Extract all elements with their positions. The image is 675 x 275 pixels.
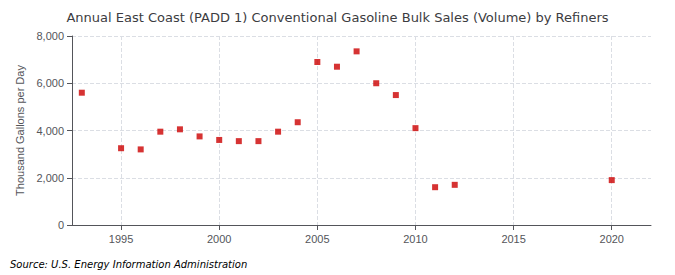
svg-text:2,000: 2,000 <box>36 172 64 184</box>
svg-text:Source: U.S. Energy Informatio: Source: U.S. Energy Information Administ… <box>10 259 247 270</box>
svg-text:4,000: 4,000 <box>36 125 64 137</box>
svg-text:6,000: 6,000 <box>36 77 64 89</box>
svg-text:0: 0 <box>58 219 64 231</box>
svg-text:2020: 2020 <box>600 233 624 245</box>
svg-text:2005: 2005 <box>305 233 329 245</box>
svg-text:Thousand Gallons per Day: Thousand Gallons per Day <box>14 65 26 196</box>
svg-text:2015: 2015 <box>501 233 525 245</box>
svg-text:8,000: 8,000 <box>36 30 64 42</box>
svg-text:Annual East Coast (PADD 1) Con: Annual East Coast (PADD 1) Conventional … <box>66 10 608 25</box>
svg-text:2000: 2000 <box>207 233 231 245</box>
svg-text:1995: 1995 <box>109 233 133 245</box>
svg-text:2010: 2010 <box>403 233 427 245</box>
